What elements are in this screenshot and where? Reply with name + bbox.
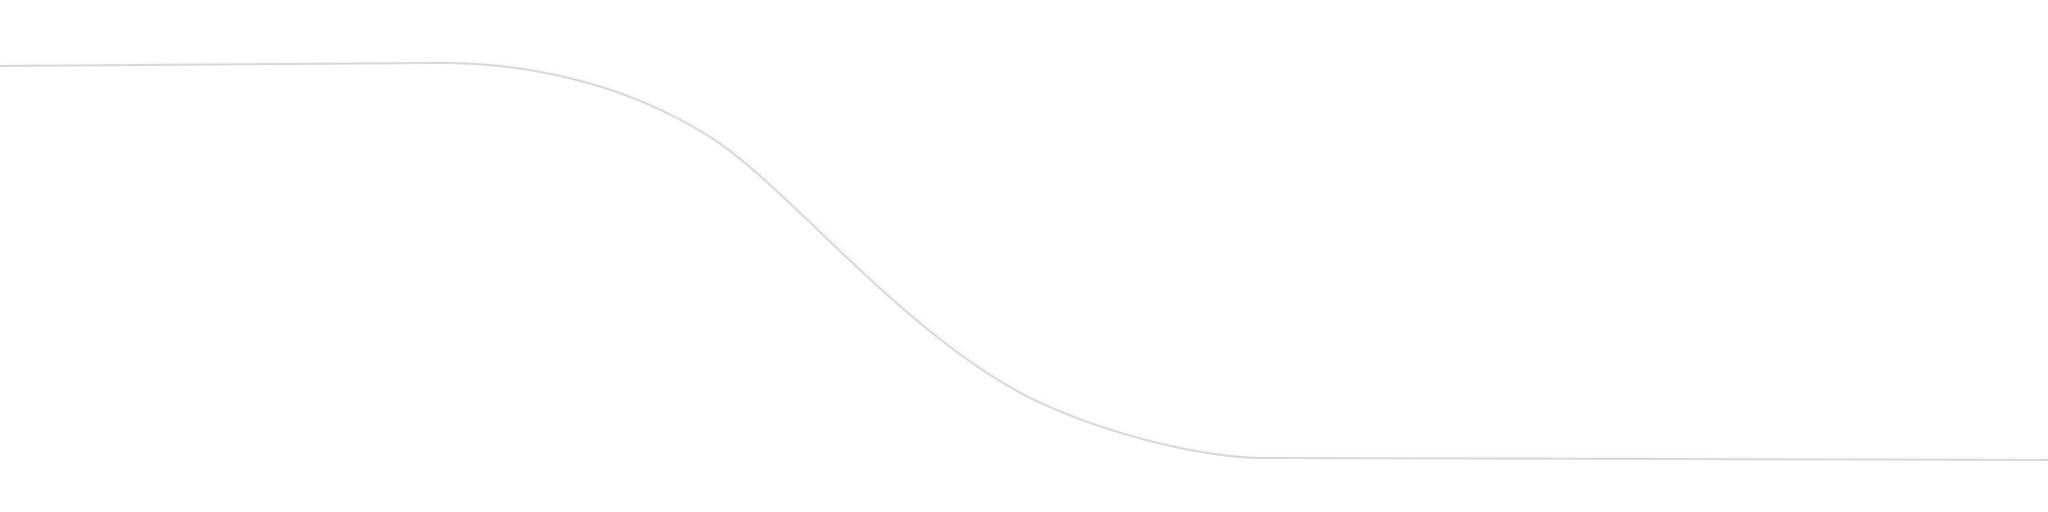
wave-fill bbox=[0, 63, 2048, 512]
wave-edge-line bbox=[0, 61, 2048, 461]
